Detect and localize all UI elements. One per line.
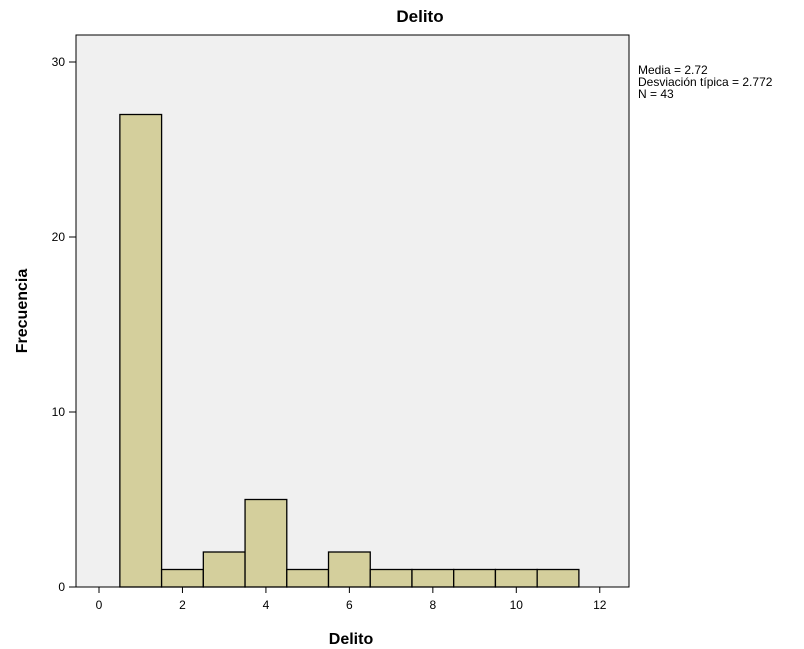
histogram-bar-6 (327, 551, 371, 588)
x-tick-label: 6 (346, 598, 353, 612)
histogram-bar-4 (244, 498, 288, 588)
y-tick-label: 30 (52, 55, 66, 69)
x-tick-label: 10 (510, 598, 524, 612)
histogram-bar-7 (369, 568, 413, 588)
x-tick-label: 2 (179, 598, 186, 612)
stat-n: N = 43 (638, 87, 674, 101)
histogram-bar-9 (453, 568, 497, 588)
y-axis-ticks: 0 10 20 30 (52, 55, 76, 594)
stat-std-dev: Desviación típica = 2.772 (638, 75, 773, 89)
histogram-bar-10 (494, 568, 538, 588)
x-axis-ticks: 0 2 4 6 8 10 12 (96, 587, 607, 612)
y-tick-label: 10 (52, 405, 66, 419)
y-tick-label: 0 (58, 580, 65, 594)
y-tick-label: 20 (52, 230, 66, 244)
histogram-bar-8 (411, 568, 455, 588)
chart-title: Delito (396, 7, 443, 26)
histogram-bar-3 (202, 551, 246, 588)
plot-area (75, 34, 630, 588)
histogram-bar-2 (160, 568, 204, 588)
summary-stats: Media = 2.72 Desviación típica = 2.772 N… (638, 64, 772, 100)
histogram-bar-11 (536, 568, 580, 588)
x-axis-title: Delito (329, 631, 374, 648)
stat-mean: Media = 2.72 (638, 63, 708, 77)
x-tick-label: 0 (96, 598, 103, 612)
y-axis-title: Frecuencia (14, 269, 31, 354)
histogram-bar-1 (119, 113, 163, 588)
bars-group (119, 113, 580, 588)
x-tick-label: 4 (263, 598, 270, 612)
histogram-bar-5 (286, 568, 330, 588)
x-tick-label: 12 (593, 598, 607, 612)
x-tick-label: 8 (429, 598, 436, 612)
